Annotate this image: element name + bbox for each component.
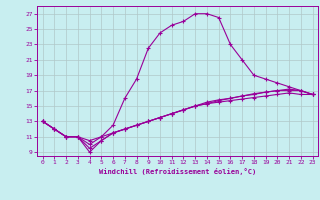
X-axis label: Windchill (Refroidissement éolien,°C): Windchill (Refroidissement éolien,°C) xyxy=(99,168,256,175)
